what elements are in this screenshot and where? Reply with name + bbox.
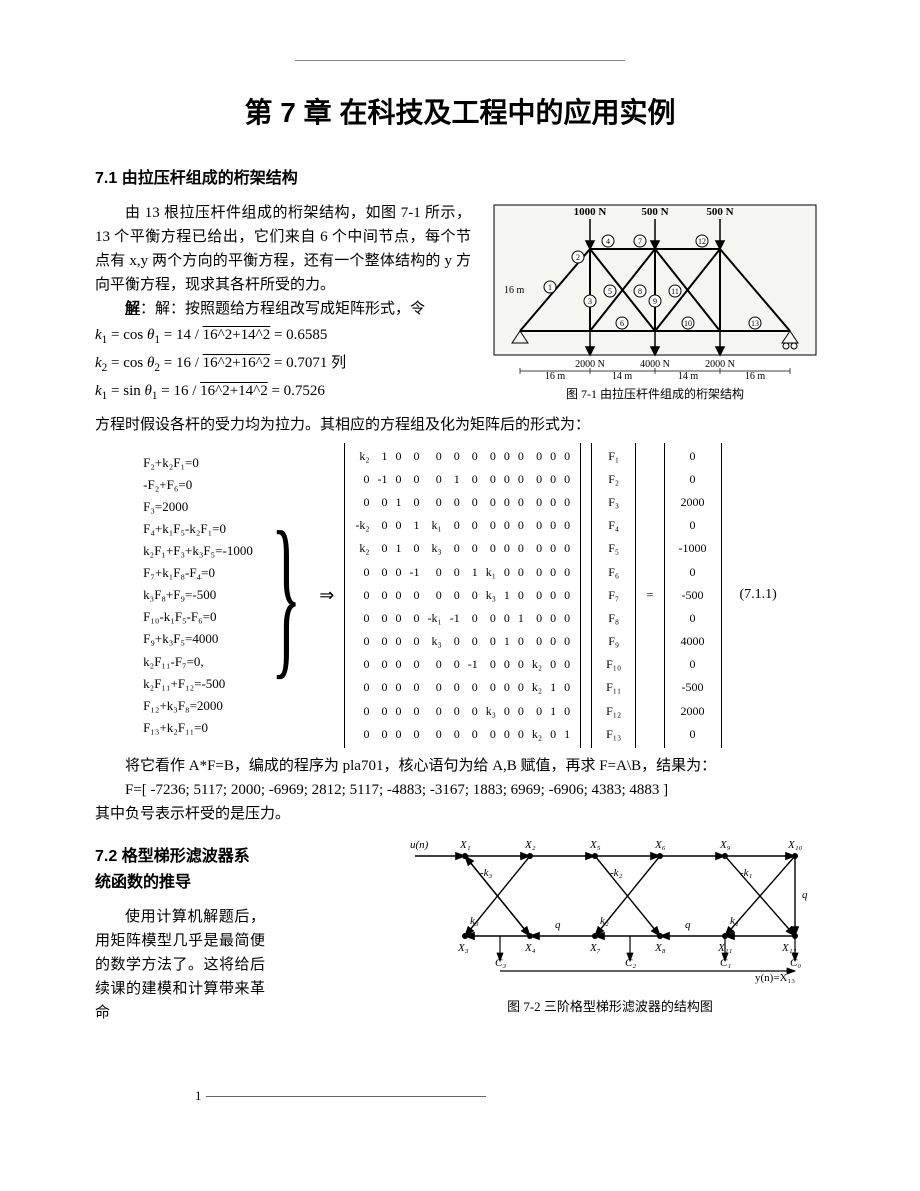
sec71-para4: 将它看作 A*F=B，编成的程序为 pla701，核心语句为给 A,B 赋值，再… [95,754,825,778]
svg-text:X₁₂: X₁₂ [781,942,797,954]
svg-text:7: 7 [638,237,642,246]
force-500b: 500 N [706,206,733,218]
eq-number: (7.1.1) [740,584,777,606]
svg-text:X₆: X₆ [654,839,666,851]
svg-text:-k₁: -k₁ [740,867,753,879]
svg-text:X₁: X₁ [459,839,471,851]
svg-text:y(n)=X₁₃: y(n)=X₁₃ [755,972,795,984]
svg-text:C₂: C₂ [625,957,636,969]
svg-text:C₃: C₃ [495,957,506,969]
svg-text:X₈: X₈ [654,942,666,954]
svg-text:k₃: k₃ [470,915,479,927]
figure-7-1: 1000 N 500 N 500 N 1 2 3 4 5 6 7 8 9 10 … [485,201,825,404]
svg-text:11: 11 [671,287,679,296]
svg-text:q: q [685,919,691,931]
svg-text:q: q [802,889,808,901]
svg-text:X₅: X₅ [589,839,601,851]
svg-text:k₁: k₁ [730,915,739,927]
sec71-para5: 其中负号表示杆受的是压力。 [95,802,825,826]
svg-text:5: 5 [608,287,612,296]
svg-text:X₃: X₃ [457,942,469,954]
svg-text:2: 2 [576,253,580,262]
section-7-1-heading: 7.1 由拉压杆组成的桁架结构 [95,166,825,192]
svg-text:C₁: C₁ [720,957,731,969]
sec71-result: F=[ -7236; 5117; 2000; -6969; 2812; 5117… [95,778,825,802]
svg-text:8: 8 [638,287,642,296]
page-footer: 1 [95,1086,825,1107]
force-500a: 500 N [641,206,668,218]
figure-7-2-caption: 图 7-2 三阶格型梯形滤波器的结构图 [395,997,825,1018]
svg-text:X₇: X₇ [589,942,601,954]
svg-text:k₂: k₂ [600,915,609,927]
chapter-title: 第 7 章 在科技及工程中的应用实例 [95,91,825,136]
svg-text:X₄: X₄ [524,942,536,954]
sec72-para1: 使用计算机解题后，用矩阵模型几乎是最简便的数学方法了。这将给后续课的建模和计算带… [95,905,265,1025]
svg-text:16 m: 16 m [545,371,566,381]
sec71-p2-text: 解：按照题给方程组改写成矩阵形式，令 [155,301,425,317]
svg-text:X₂: X₂ [524,839,536,851]
svg-text:14 m: 14 m [612,371,633,381]
lattice-filter-svg: u(n) X₁X₂X₅ X₆X₉X₁₀ X₃X₄X₇ X₈X₁₁X₁₂ q -k… [400,826,820,986]
svg-text:16 m: 16 m [745,371,766,381]
svg-text:-k₂: -k₂ [610,867,623,879]
sec71-para3: 方程时假设各杆的受力均为拉力。其相应的方程组及化为矩阵后的形式为： [95,413,825,437]
equation-7-1-1: F₂+k₂F₁=0-F₂+F₆=0F₃=2000F₄+k₁F₅-k₂F₁=0k₂… [95,443,825,748]
figure-7-1-caption: 图 7-1 由拉压杆件组成的桁架结构 [485,385,825,404]
svg-text:X₁₀: X₁₀ [787,839,803,851]
top-rule [295,60,625,61]
height-label: 16 m [504,285,525,296]
svg-text:14 m: 14 m [678,371,699,381]
svg-text:4: 4 [606,237,610,246]
svg-text:12: 12 [698,237,706,246]
svg-text:10: 10 [684,319,692,328]
svg-text:C₀: C₀ [790,957,801,969]
svg-text:u(n): u(n) [410,839,429,851]
svg-text:9: 9 [653,297,657,306]
svg-text:13: 13 [751,319,759,328]
page-number: 1 [195,1088,202,1103]
svg-text:-k₃: -k₃ [480,867,493,879]
force-1000: 1000 N [574,206,607,218]
svg-text:q: q [555,919,561,931]
svg-text:X₉: X₉ [719,839,731,851]
svg-text:3: 3 [588,297,592,306]
svg-text:6: 6 [620,319,624,328]
truss-diagram-svg: 1000 N 500 N 500 N 1 2 3 4 5 6 7 8 9 10 … [490,201,820,381]
section-7-2-heading: 7.2 格型梯形滤波器系统函数的推导 [95,844,255,895]
svg-text:1: 1 [548,283,552,292]
figure-7-2: u(n) X₁X₂X₅ X₆X₉X₁₀ X₃X₄X₇ X₈X₁₁X₁₂ q -k… [395,826,825,1018]
